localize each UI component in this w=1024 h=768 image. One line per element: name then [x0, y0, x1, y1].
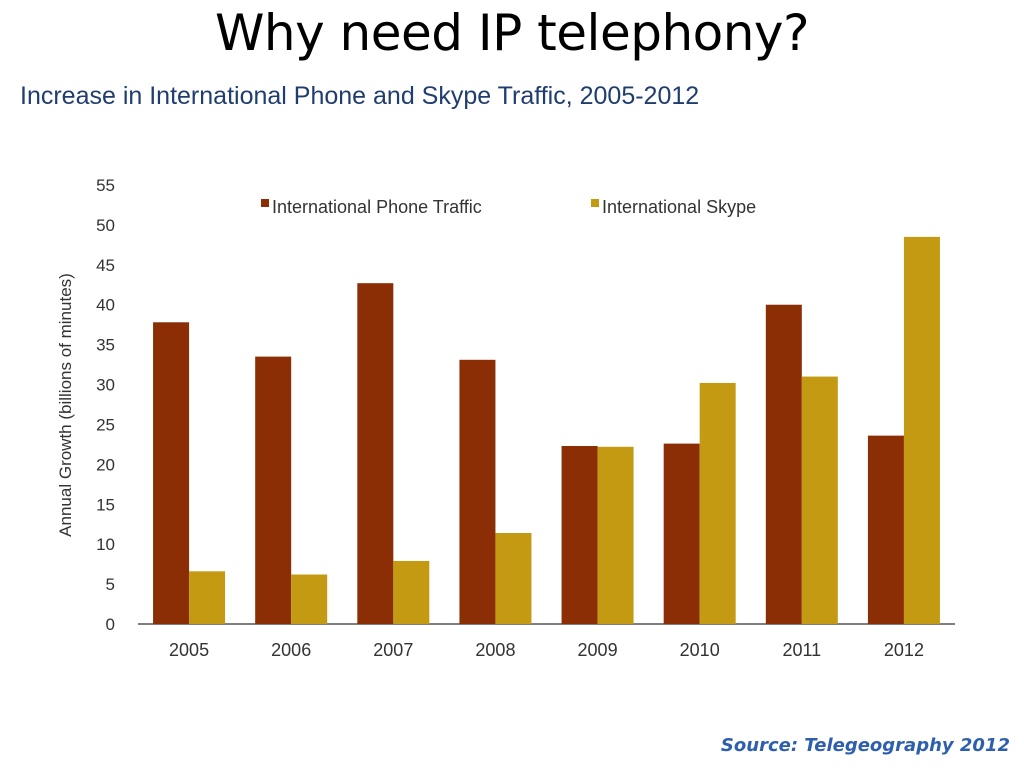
x-tick-label: 2011 [782, 640, 821, 660]
x-axis-ticks: 2005 2006 2007 2008 2009 2010 2011 2012 [169, 640, 924, 660]
y-tick-label: 55 [96, 176, 115, 195]
y-axis-label: Annual Growth (billions of minutes) [56, 273, 75, 537]
bar-phone-2008 [459, 359, 496, 624]
y-tick-label: 20 [96, 455, 115, 474]
x-tick-label: 2006 [271, 640, 311, 660]
chart-title: Increase in International Phone and Skyp… [20, 82, 700, 110]
y-tick-label: 15 [96, 495, 115, 514]
bar-phone-2007 [357, 283, 394, 624]
y-tick-label: 25 [96, 415, 115, 434]
legend-label: International Phone Traffic [272, 197, 482, 217]
bar-phone-2012 [867, 435, 904, 624]
y-tick-label: 50 [96, 216, 115, 235]
bar-phone-2009 [561, 446, 598, 624]
slide-title: Why need IP telephony? [214, 4, 810, 62]
bar-skype-2005 [189, 571, 226, 624]
y-tick-label: 0 [106, 615, 115, 634]
bar-skype-2009 [597, 446, 634, 624]
y-tick-label: 35 [96, 336, 115, 355]
x-tick-label: 2007 [373, 640, 413, 660]
legend-swatch [591, 199, 599, 207]
y-tick-label: 45 [96, 256, 115, 275]
legend: International Phone Traffic International… [261, 197, 756, 217]
x-tick-label: 2005 [169, 640, 209, 660]
bar-skype-2007 [393, 560, 430, 624]
bar-phone-2006 [255, 356, 292, 624]
bar-skype-2006 [291, 574, 328, 624]
bar-phone-2011 [765, 304, 802, 624]
bars [153, 236, 940, 624]
y-tick-label: 5 [106, 575, 115, 594]
y-axis-ticks: 0 5 10 15 20 25 30 35 40 45 50 55 [96, 176, 115, 634]
x-tick-label: 2010 [680, 640, 720, 660]
y-tick-label: 30 [96, 376, 115, 395]
x-tick-label: 2008 [475, 640, 515, 660]
bar-phone-2010 [663, 443, 700, 624]
bar-skype-2011 [801, 376, 838, 624]
y-tick-label: 10 [96, 535, 115, 554]
bar-skype-2012 [903, 236, 940, 624]
legend-swatch [261, 199, 269, 207]
x-tick-label: 2012 [884, 640, 924, 660]
x-tick-label: 2009 [578, 640, 618, 660]
bar-skype-2008 [495, 533, 532, 624]
source-note: Source: Telegeography 2012 [720, 735, 1010, 756]
y-tick-label: 40 [96, 296, 115, 315]
legend-label: International Skype [602, 197, 756, 217]
bar-skype-2010 [699, 382, 736, 624]
bar-phone-2005 [153, 322, 190, 624]
